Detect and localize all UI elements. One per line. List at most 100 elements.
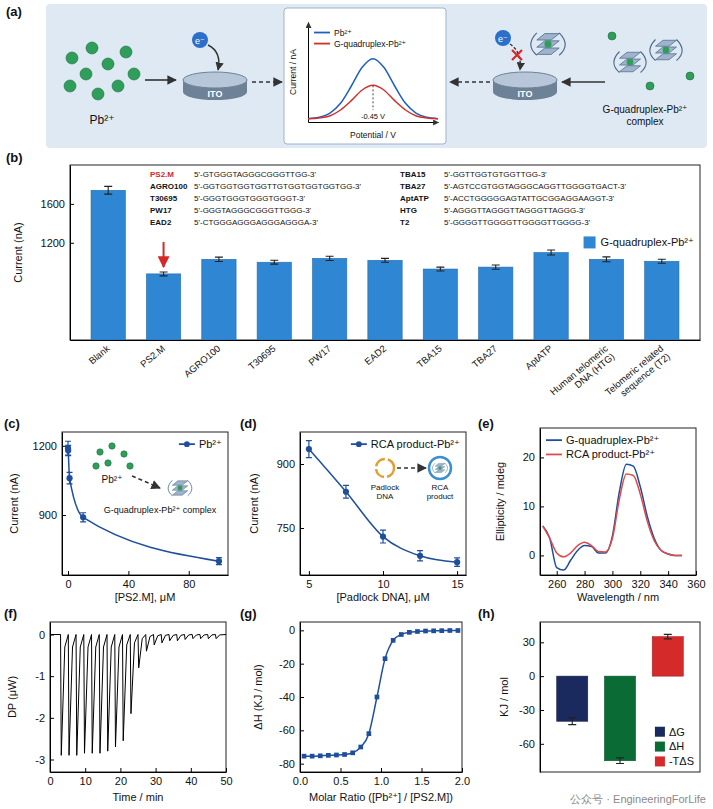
marker: [439, 628, 444, 633]
tick: 750: [277, 522, 304, 534]
series-line: [543, 474, 682, 557]
arrow: [397, 467, 426, 469]
tick-label: 0: [529, 670, 535, 682]
tick-label: 300: [604, 578, 622, 590]
panel-label: (g): [240, 606, 257, 621]
padlock-ring: [376, 459, 394, 477]
tick: PW17: [306, 343, 333, 368]
tick: -2: [35, 712, 54, 724]
arrow: [132, 476, 160, 488]
tick-mark: [70, 204, 74, 205]
tick-label: 0.0: [293, 775, 308, 787]
axis-line: [540, 429, 541, 576]
tick: 0.5: [333, 768, 348, 787]
tick: 20: [523, 451, 544, 463]
tick: 15: [451, 571, 463, 590]
tick: 320: [632, 571, 650, 590]
axis-line: [62, 433, 63, 576]
error-bar: [65, 441, 71, 455]
tick-mark: [540, 676, 544, 677]
x-axis-title: Wavelength / nm: [577, 591, 659, 603]
ion-dot: [646, 82, 654, 90]
panel-background: [46, 4, 707, 148]
sequence-name: EAD2: [150, 218, 172, 227]
axis-line: [540, 623, 541, 773]
arrow: [145, 79, 176, 81]
tick-label: 1600: [41, 198, 65, 210]
bar: [368, 260, 402, 340]
marker: [375, 695, 380, 700]
plot-frame: [62, 432, 228, 575]
legend: ΔGΔH-TΔS: [655, 726, 694, 768]
data-layer: [306, 441, 460, 567]
strand: [188, 480, 192, 495]
tick-label: 900: [277, 458, 295, 470]
axis-line: [541, 575, 697, 576]
legend-label: RCA product-Pb²⁺: [566, 448, 655, 460]
quartet: [435, 467, 445, 470]
g-quadruplex-icon: [614, 52, 646, 73]
electron-label: e⁻: [498, 34, 508, 44]
tick-mark: [696, 571, 697, 575]
error-bar: [454, 558, 460, 567]
tick-mark: [457, 571, 458, 575]
panel-label: (a): [6, 4, 22, 19]
tick-label: TBA15: [414, 343, 443, 370]
y-axis-title: KJ / mol: [498, 677, 510, 717]
tick-label: 30: [523, 636, 535, 648]
legend: Pb²⁺G-quadruplex-Pb²⁺: [314, 28, 406, 49]
tick: -60: [519, 738, 544, 750]
electrode: ITO: [183, 72, 247, 100]
tick-label: -3: [35, 754, 45, 766]
tick-mark: [585, 571, 586, 575]
marker: [454, 559, 460, 565]
ion-dot: [120, 46, 132, 58]
sequence: 5'-CTGGGAGGGAGGGAGGGA-3': [194, 218, 318, 227]
sequence: 5'-AGTCCGTGGTAGGGCAGGTTGGGGTGACT-3': [444, 182, 626, 191]
tick-mark: [300, 730, 304, 731]
tick: 1.5: [414, 768, 429, 787]
tick-mark: [540, 457, 544, 458]
tick: 10: [80, 768, 92, 787]
tick: 40: [185, 768, 197, 787]
sequence-name: T30695: [150, 194, 178, 203]
tick-label: 0: [65, 578, 71, 590]
electrode-label: ITO: [208, 89, 223, 99]
electrode-label: ITO: [518, 89, 533, 99]
tick-mark: [85, 768, 86, 772]
marker: [380, 533, 386, 539]
tick-mark: [540, 506, 544, 507]
electron: [495, 30, 511, 46]
tick-label: 1200: [33, 440, 57, 452]
plot-frame: [540, 428, 696, 575]
arrow: [208, 45, 219, 70]
panel-label: (h): [478, 606, 495, 621]
tick-mark: [300, 464, 304, 465]
marker: [417, 553, 423, 559]
panel-label: (f): [4, 606, 17, 621]
data-layer: [91, 186, 679, 340]
quartet: [172, 491, 187, 495]
ion-dot: [66, 52, 78, 64]
bar: [91, 190, 125, 340]
marker: [306, 446, 312, 452]
panel: 01020304050-3-2-10Time / minDP (μW): [6, 622, 233, 803]
sequence: 5'-ACCTGGGGGAGTATTGCGGAGGAAGGT-3': [444, 194, 615, 203]
tick-mark: [156, 768, 157, 772]
tick-mark: [300, 697, 304, 698]
tick-mark: [189, 571, 190, 575]
marker: [448, 628, 453, 633]
error-bar: [104, 186, 112, 194]
tick: -1: [35, 670, 54, 682]
sequence-name: PS2.M: [150, 170, 174, 179]
axis: -3-2-10: [35, 623, 54, 773]
tick: 5: [306, 571, 312, 590]
panel: -60-30030KJ / molΔGΔH-TΔS: [498, 622, 700, 773]
marker: [383, 656, 388, 661]
ion-dot: [86, 42, 98, 54]
axis-line: [300, 433, 301, 576]
quartet: [620, 66, 641, 72]
bar: [312, 258, 346, 340]
electrode-top: [493, 72, 557, 88]
tick: Blank: [86, 342, 111, 366]
